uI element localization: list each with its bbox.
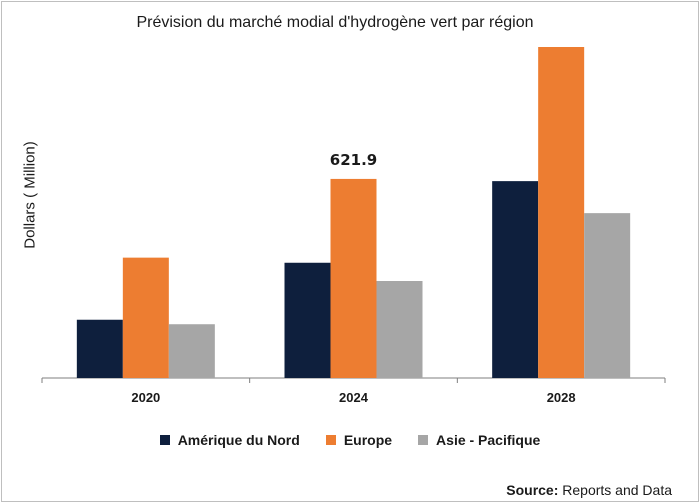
legend-swatch [160, 435, 170, 445]
bar-am-rique-du-nord-2028 [492, 181, 538, 378]
legend-label: Asie - Pacifique [436, 432, 540, 448]
legend-item: Amérique du Nord [160, 432, 300, 448]
bar-europe-2020 [123, 258, 169, 378]
x-tick-label: 2024 [339, 390, 369, 405]
bar-asie-pacifique-2028 [584, 213, 630, 378]
legend-item: Asie - Pacifique [418, 432, 540, 448]
x-tick-label: 2028 [547, 390, 576, 405]
plot-area: 2020 2024 2028 621.9 [0, 0, 700, 430]
bar-asie-pacifique-2024 [377, 281, 423, 378]
x-tick-label: 2020 [131, 390, 160, 405]
bar-am-rique-du-nord-2020 [77, 320, 123, 378]
bar-am-rique-du-nord-2024 [285, 263, 331, 378]
legend-label: Europe [344, 432, 392, 448]
legend-label: Amérique du Nord [178, 432, 300, 448]
legend-swatch [326, 435, 336, 445]
source-note: Source: Reports and Data [506, 482, 672, 498]
bar-europe-2028 [538, 47, 584, 378]
source-text: Reports and Data [558, 482, 672, 498]
bar-europe-2024 [331, 179, 377, 378]
legend-swatch [418, 435, 428, 445]
legend-item: Europe [326, 432, 392, 448]
data-label: 621.9 [330, 151, 377, 169]
legend: Amérique du Nord Europe Asie - Pacifique [0, 432, 700, 448]
source-label: Source: [506, 482, 558, 498]
bar-asie-pacifique-2020 [169, 324, 215, 378]
